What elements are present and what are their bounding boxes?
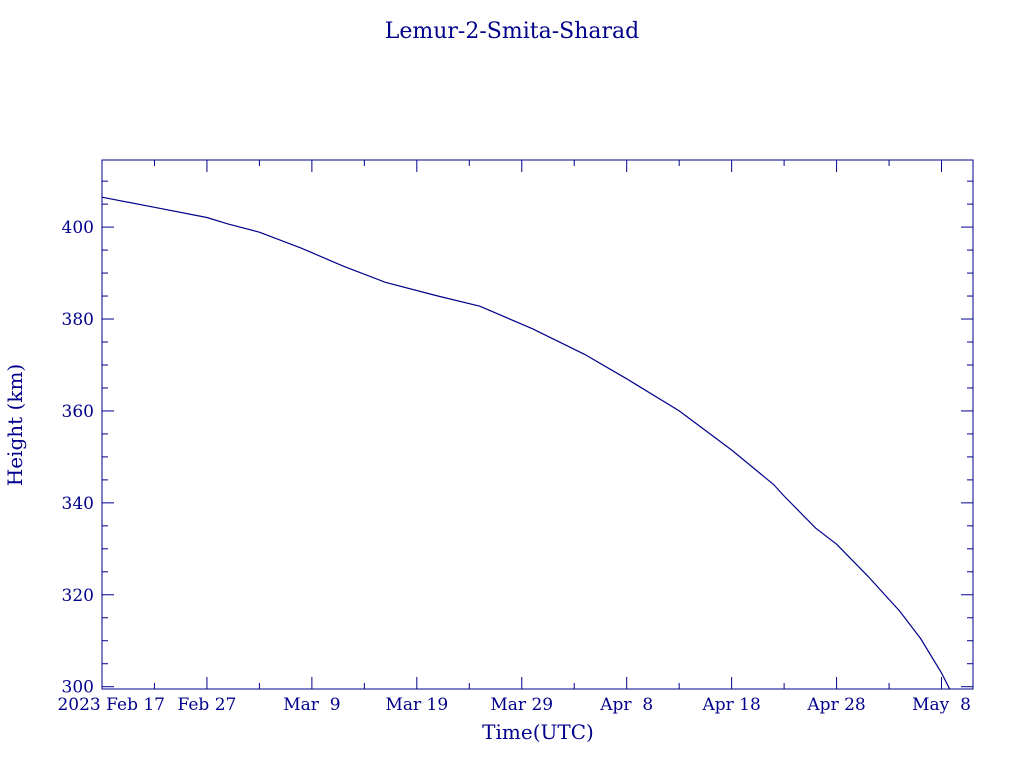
x-tick-label: 2023 Feb 17 xyxy=(57,695,165,715)
x-tick-label: Apr 28 xyxy=(806,695,865,715)
y-axis-ticks: 300 320 340 360 380 400 xyxy=(62,180,973,698)
series-line-1 xyxy=(102,196,951,689)
x-axis-label: Time(UTC) xyxy=(482,720,594,744)
y-tick-label: 400 xyxy=(62,218,94,238)
x-tick-label: Mar 9 xyxy=(283,695,340,715)
y-tick-label: 360 xyxy=(62,402,94,422)
x-tick-label: Feb 27 xyxy=(178,695,237,715)
x-tick-label: Mar 19 xyxy=(385,695,448,715)
x-tick-label: May 8 xyxy=(912,695,971,715)
series-layer xyxy=(102,196,951,689)
plot-area: 300 320 340 360 380 400 2023 Feb 17 Feb 27 Mar … xyxy=(57,159,974,715)
plot-frame xyxy=(101,159,974,690)
y-tick-label: 380 xyxy=(62,310,94,330)
x-tick-label: Apr 18 xyxy=(701,695,760,715)
x-tick-label: Apr 8 xyxy=(599,695,653,715)
chart-title: Lemur-2-Smita-Sharad xyxy=(385,19,639,44)
y-axis-label: Height (km) xyxy=(3,364,27,486)
x-axis-ticks: 2023 Feb 17 Feb 27 Mar 9 Mar 19 Mar 29 Apr 8 A… xyxy=(57,160,971,715)
x-tick-label: Mar 29 xyxy=(490,695,553,715)
y-tick-label: 320 xyxy=(62,586,94,606)
y-tick-label: 300 xyxy=(62,678,94,698)
y-tick-label: 340 xyxy=(62,494,94,514)
